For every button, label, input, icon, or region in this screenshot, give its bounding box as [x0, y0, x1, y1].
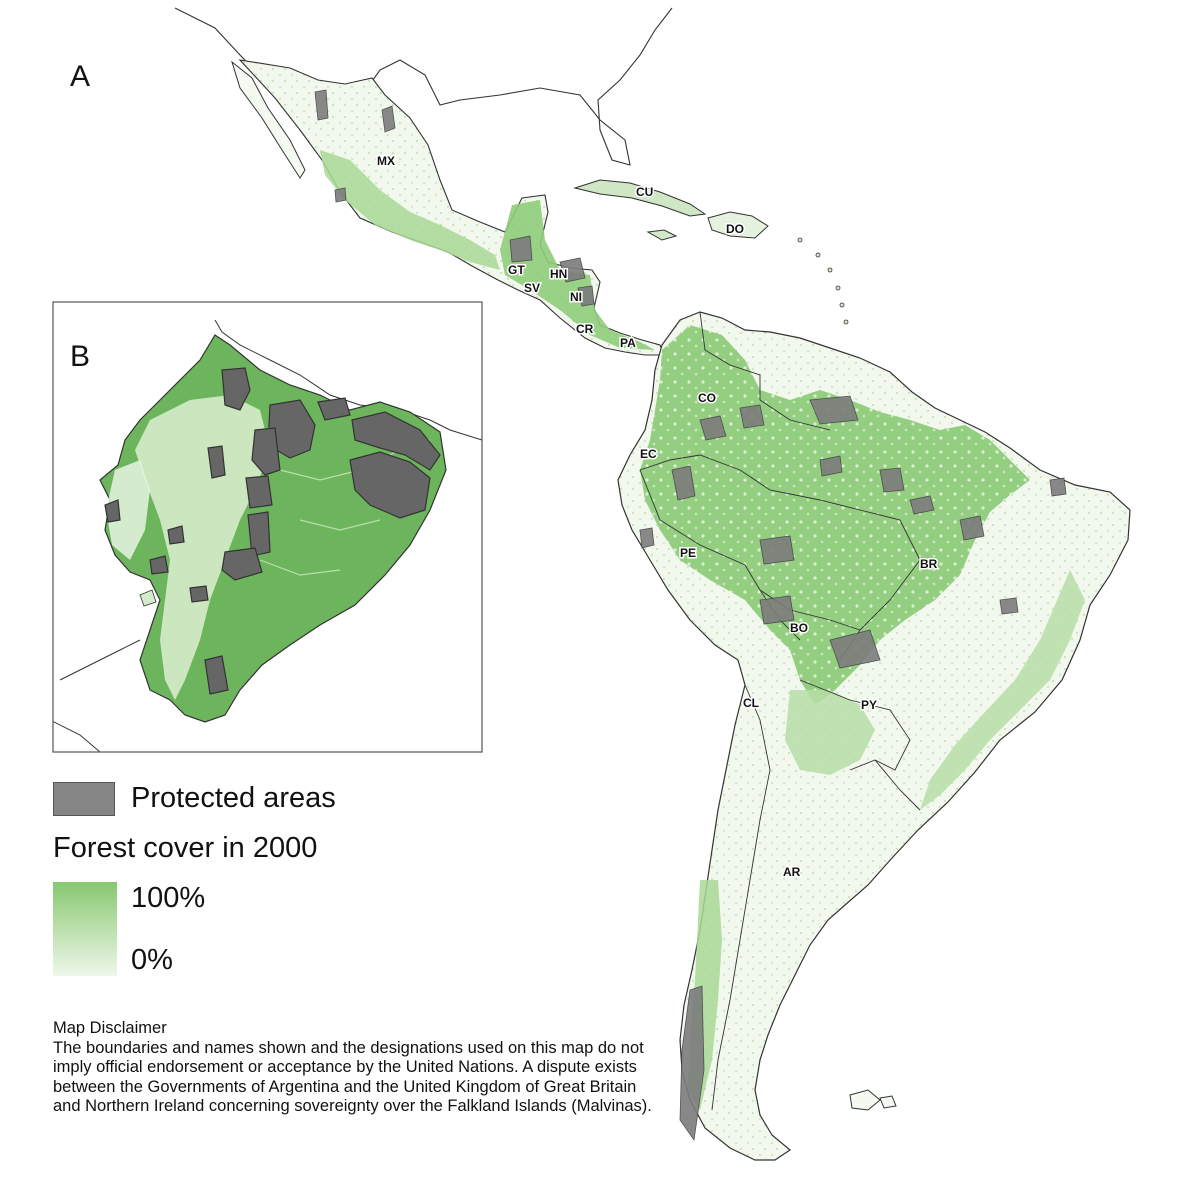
- legend-forest-min: 0%: [131, 944, 173, 976]
- falkland-islands-west: [879, 1095, 897, 1109]
- country-label-ec: EC: [640, 447, 657, 461]
- legend-swatch-protected: [53, 782, 115, 816]
- country-label-pa: PA: [620, 336, 636, 350]
- falkland-islands: [849, 1089, 881, 1111]
- amazon-forest: [640, 325, 1030, 705]
- map-disclaimer: Map Disclaimer The boundaries and names …: [53, 1019, 653, 1117]
- hispaniola: [707, 211, 769, 239]
- country-label-mx: MX: [377, 154, 395, 168]
- country-label-ni: NI: [570, 290, 582, 304]
- country-label-do: DO: [726, 222, 744, 236]
- disclaimer-body: The boundaries and names shown and the d…: [53, 1038, 652, 1116]
- chaco-forest: [785, 690, 875, 775]
- andes-highlands: [135, 395, 270, 700]
- country-label-cl: CL: [743, 696, 759, 710]
- country-label-cu: CU: [636, 185, 653, 199]
- country-label-br: BR: [920, 557, 938, 571]
- country-label-ar: AR: [783, 865, 801, 879]
- legend-protected-label: Protected areas: [131, 782, 336, 814]
- country-label-pe: PE: [680, 546, 696, 560]
- puna-island: [139, 589, 157, 607]
- country-label-py: PY: [861, 698, 877, 712]
- country-label-cr: CR: [576, 322, 594, 336]
- country-label-bo: BO: [790, 621, 808, 635]
- baja-california: [231, 60, 306, 179]
- country-label-gt: GT: [508, 263, 525, 277]
- cuba: [573, 179, 707, 217]
- legend-forest-gradient: [53, 882, 117, 976]
- country-label-co: CO: [698, 391, 716, 405]
- legend-forest-title: Forest cover in 2000: [53, 832, 318, 864]
- mexico-forest: [320, 150, 500, 270]
- panel-label-b: B: [70, 340, 91, 373]
- coastal-lowlands: [106, 460, 150, 560]
- inset-protected-areas: [104, 367, 441, 695]
- country-label-sv: SV: [524, 281, 540, 295]
- disclaimer-title: Map Disclaimer: [53, 1019, 167, 1037]
- country-label-hn: HN: [550, 267, 567, 281]
- inset-map: [52, 301, 483, 753]
- lesser-antilles: [797, 237, 849, 325]
- legend-forest-max: 100%: [131, 882, 206, 914]
- panel-label-a: A: [70, 60, 91, 93]
- jamaica: [646, 229, 678, 241]
- inset-frame: [52, 301, 483, 753]
- inset-neighbor-border: [214, 319, 482, 441]
- country-labels: MX CU DO GT HN SV NI CR PA CO EC PE BR B…: [376, 153, 940, 881]
- inset-peru-coast: [53, 639, 141, 752]
- atlantic-forest: [920, 570, 1085, 810]
- protected-areas: [314, 89, 1067, 1142]
- main-map: MX CU DO GT HN SV NI CR PA CO EC PE BR B…: [174, 7, 1131, 1161]
